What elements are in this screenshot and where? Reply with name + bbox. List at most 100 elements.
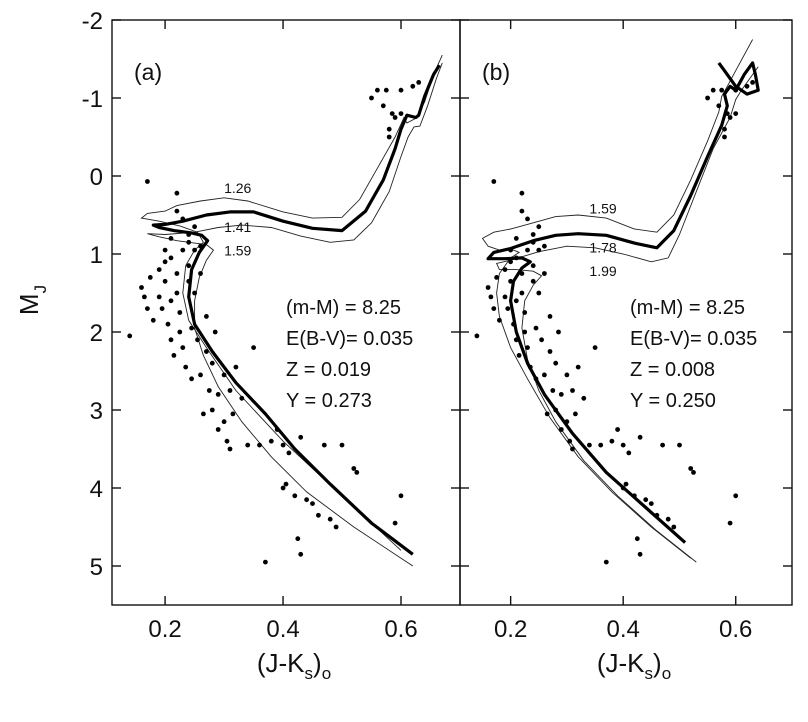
panel-a-star-point: [274, 427, 280, 432]
panel-b-star-point: [553, 407, 559, 413]
panel-b-star-point: [542, 243, 547, 249]
panel-a-star-point: [180, 345, 186, 350]
panel-a-star-point: [177, 310, 183, 315]
panel-b-param-line: E(B-V)= 0.035: [630, 328, 757, 350]
panel-b-star-point: [525, 345, 530, 350]
panel-a-star-point: [168, 298, 174, 304]
panel-a-star-point: [192, 224, 198, 230]
panel-b-star-point: [530, 278, 536, 284]
y-axis-title: MJ: [14, 285, 50, 315]
panel-a-star-point: [369, 95, 374, 101]
panel-a-star-point: [198, 243, 203, 249]
panel-b-param-line: Y = 0.250: [630, 390, 716, 412]
panel-a-isochrone-label: 1.59: [224, 243, 251, 259]
panel-b-star-point: [570, 388, 575, 393]
panel-b-star-point: [688, 466, 694, 471]
panel-b-star-point: [620, 485, 626, 491]
panel-b-star-point: [626, 450, 632, 456]
y-tick-label: 2: [90, 320, 103, 347]
panel-b-isochrone-1-78: [486, 61, 760, 544]
panel-a-label: (a): [134, 59, 162, 85]
panel-a-star-point: [280, 485, 286, 491]
panel-a-star-point: [174, 290, 180, 296]
panel-a-star-point: [192, 290, 198, 296]
panel-b-star-point: [733, 493, 739, 499]
panel-b-star-point: [609, 438, 615, 444]
panel-b-star-point: [525, 247, 530, 253]
panel-b-star-point: [710, 87, 716, 93]
panel-b-x-tick-label: 0.2: [494, 616, 527, 643]
panel-a-star-point: [227, 388, 233, 393]
panel-a-star-point: [186, 232, 192, 237]
panel-b-star-point: [525, 216, 530, 222]
panel-a-star-point: [251, 345, 256, 350]
panel-b-star-point: [558, 392, 564, 397]
panel-b-star-point: [508, 259, 513, 265]
panel-b-star-point: [573, 411, 578, 417]
y-tick-label: 5: [90, 554, 103, 581]
panel-b-x-tick-label: 0.6: [719, 616, 752, 643]
panel-a-star-point: [165, 321, 171, 327]
panel-b-star-point: [722, 134, 727, 140]
panel-a-x-tick-label: 0.6: [384, 616, 417, 643]
panel-a-star-point: [162, 259, 168, 265]
panel-b-x-tick-label: 0.4: [606, 616, 639, 643]
panel-b-star-point: [727, 520, 733, 526]
panel-a-star-point: [292, 493, 298, 499]
panel-b-star-point: [558, 427, 564, 432]
panel-a-star-point: [183, 364, 189, 370]
panel-a-star-point: [186, 263, 192, 269]
panel-b-star-point: [691, 470, 696, 475]
panel-b-star-point: [724, 111, 730, 116]
y-tick-label: -1: [82, 86, 103, 113]
panel-a-star-point: [280, 442, 286, 448]
panel-b-star-point: [533, 325, 539, 331]
panel-b-star-point: [530, 232, 536, 237]
panel-a-star-point: [168, 337, 174, 343]
panel-a-star-point: [268, 438, 274, 444]
panel-b-star-point: [513, 298, 519, 304]
panel-a-star-point: [386, 134, 392, 140]
panel-a-star-point: [310, 501, 315, 506]
panel-b-star-point: [530, 263, 536, 269]
panel-a-star-point: [142, 294, 147, 300]
panel-b-star-point: [527, 364, 533, 370]
panel-a-star-point: [398, 87, 404, 93]
panel-b-star-point: [519, 208, 525, 214]
panel-a-star-point: [189, 376, 195, 382]
panel-b-star-point: [750, 80, 755, 85]
panel-a-isochrone-1-41: [151, 64, 441, 556]
panel-a-star-point: [162, 247, 168, 253]
panel-b-star-point: [494, 275, 499, 280]
panel-a-star-point: [186, 278, 192, 284]
panel-a-star-point: [398, 111, 404, 116]
panel-b-star-point: [623, 481, 629, 487]
panel-b-star-point: [615, 427, 620, 432]
panel-a-star-point: [286, 450, 292, 456]
panel-b-star-point: [536, 290, 542, 296]
panel-b-star-point: [522, 310, 528, 315]
panel-b-star-point: [542, 271, 547, 276]
panel-a-star-point: [327, 516, 333, 522]
panel-b-star-point: [567, 438, 573, 444]
panel-a-star-point: [209, 407, 215, 413]
panel-b-star-point: [637, 434, 643, 440]
panel-a-star-point: [383, 87, 389, 93]
panel-a-star-point: [206, 388, 212, 393]
y-tick-label: 3: [90, 398, 103, 425]
panel-b-star-point: [648, 501, 654, 506]
panel-a-star-point: [224, 438, 230, 444]
panel-b-star-point: [733, 111, 739, 116]
panel-a-star-point: [221, 419, 227, 425]
panel-a-star-point: [212, 329, 218, 335]
panel-a-star-point: [201, 411, 206, 417]
panel-a-star-point: [159, 306, 165, 311]
panel-b-param-line: (m-M) = 8.25: [630, 297, 745, 319]
panel-b-star-point: [716, 103, 722, 109]
panel-b-star-point: [519, 271, 525, 276]
panel-b-star-point: [665, 516, 671, 522]
panel-b-star-point: [539, 337, 544, 343]
panel-a-star-point: [127, 333, 133, 339]
panel-a-star-point: [156, 294, 162, 300]
